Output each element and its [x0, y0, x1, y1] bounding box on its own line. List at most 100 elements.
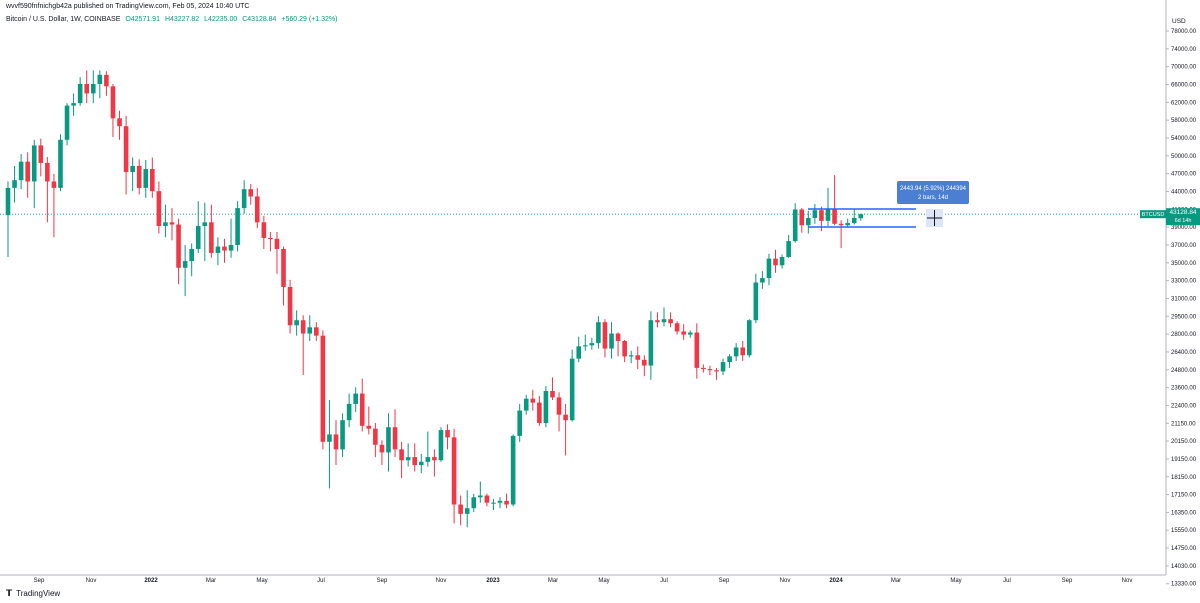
candle[interactable] [281, 246, 286, 306]
tradingview-brand[interactable]: 𝗧 TradingView [6, 588, 60, 599]
candle[interactable] [405, 443, 411, 467]
candle[interactable] [760, 271, 765, 289]
candle[interactable] [766, 253, 772, 286]
candle[interactable] [327, 399, 332, 489]
candle[interactable] [163, 204, 168, 238]
candle[interactable] [359, 378, 365, 432]
candle[interactable] [268, 231, 273, 252]
candle[interactable] [694, 323, 700, 379]
candle[interactable] [202, 202, 208, 262]
candle[interactable] [806, 210, 811, 234]
candle[interactable] [209, 204, 214, 258]
candle[interactable] [786, 234, 791, 258]
candle[interactable] [12, 165, 17, 203]
candle[interactable] [550, 377, 555, 400]
candle[interactable] [635, 346, 641, 370]
candle[interactable] [642, 355, 647, 377]
candle[interactable] [537, 396, 542, 426]
candle[interactable] [195, 201, 201, 253]
candle[interactable] [458, 495, 463, 526]
candle[interactable] [228, 218, 234, 258]
candle[interactable] [64, 103, 70, 146]
candle[interactable] [484, 493, 490, 507]
candle[interactable] [438, 427, 444, 462]
candle[interactable] [812, 203, 818, 224]
candle[interactable] [582, 334, 588, 351]
candle[interactable] [425, 431, 431, 467]
price-axis[interactable]: 78000.00 74000.00 70000.00 66000.00 62000.00… [1166, 29, 1197, 588]
candle[interactable] [274, 231, 280, 274]
candle[interactable] [110, 84, 116, 138]
candle[interactable] [451, 428, 457, 524]
candle[interactable] [832, 175, 837, 226]
candle[interactable] [714, 367, 719, 380]
candle[interactable] [182, 244, 188, 297]
candle[interactable] [779, 254, 785, 269]
candle[interactable] [445, 424, 450, 450]
candle[interactable] [130, 157, 135, 192]
candle[interactable] [314, 322, 319, 341]
candle[interactable] [648, 311, 654, 380]
candle[interactable] [464, 490, 470, 528]
candle[interactable] [497, 497, 503, 509]
time-axis[interactable]: Sep Nov 2022 Mar May Jul Sep Nov 2023 Mar May Jul Se… [34, 578, 1133, 584]
candle[interactable] [851, 209, 857, 225]
candle[interactable] [18, 154, 24, 190]
candle[interactable] [25, 152, 30, 198]
candle[interactable] [681, 324, 686, 340]
candle[interactable] [628, 350, 634, 364]
candle[interactable] [386, 413, 391, 472]
candle[interactable] [602, 319, 608, 358]
candle[interactable] [222, 238, 227, 263]
candle[interactable] [589, 337, 595, 350]
price-range-measure[interactable]: 2443.94 (5.92%) 244394 2 bars, 14d [808, 181, 969, 228]
candle[interactable] [241, 180, 247, 214]
candle[interactable] [84, 70, 90, 104]
candle[interactable] [740, 340, 746, 361]
candle[interactable] [707, 365, 713, 375]
candle[interactable] [753, 273, 759, 324]
candle[interactable] [117, 110, 122, 140]
candle[interactable] [432, 449, 437, 477]
candle[interactable] [176, 218, 181, 285]
candle[interactable] [773, 249, 778, 273]
candle[interactable] [838, 220, 844, 249]
candle[interactable] [727, 354, 732, 368]
candle[interactable] [235, 201, 240, 252]
candle[interactable] [615, 332, 621, 357]
candle[interactable] [491, 499, 496, 511]
candle[interactable] [701, 364, 706, 373]
candle[interactable] [340, 413, 345, 458]
candle[interactable] [543, 385, 549, 428]
candle[interactable] [45, 156, 50, 223]
candle[interactable] [845, 218, 850, 227]
candle[interactable] [373, 422, 378, 458]
candle[interactable] [169, 208, 175, 241]
candle[interactable] [510, 434, 516, 507]
candle[interactable] [799, 208, 805, 233]
candle[interactable] [609, 322, 614, 359]
candle[interactable] [31, 139, 37, 209]
candle[interactable] [38, 138, 44, 177]
candle[interactable] [661, 307, 667, 327]
candle[interactable] [674, 321, 680, 335]
candle[interactable] [77, 77, 83, 106]
candle[interactable] [136, 159, 142, 195]
candle[interactable] [858, 213, 864, 221]
candle[interactable] [307, 315, 313, 341]
candle[interactable] [346, 393, 352, 428]
candle[interactable] [418, 453, 424, 474]
candle[interactable] [392, 409, 398, 458]
candle[interactable] [215, 237, 221, 266]
candle[interactable] [300, 315, 306, 375]
candle[interactable] [576, 336, 582, 363]
candle[interactable] [58, 134, 63, 192]
candle[interactable] [353, 387, 358, 412]
candle[interactable] [746, 319, 752, 358]
candle[interactable] [399, 441, 404, 479]
candle[interactable] [720, 358, 726, 375]
candle[interactable] [71, 93, 76, 116]
candle[interactable] [792, 203, 798, 243]
candle[interactable] [150, 157, 155, 198]
